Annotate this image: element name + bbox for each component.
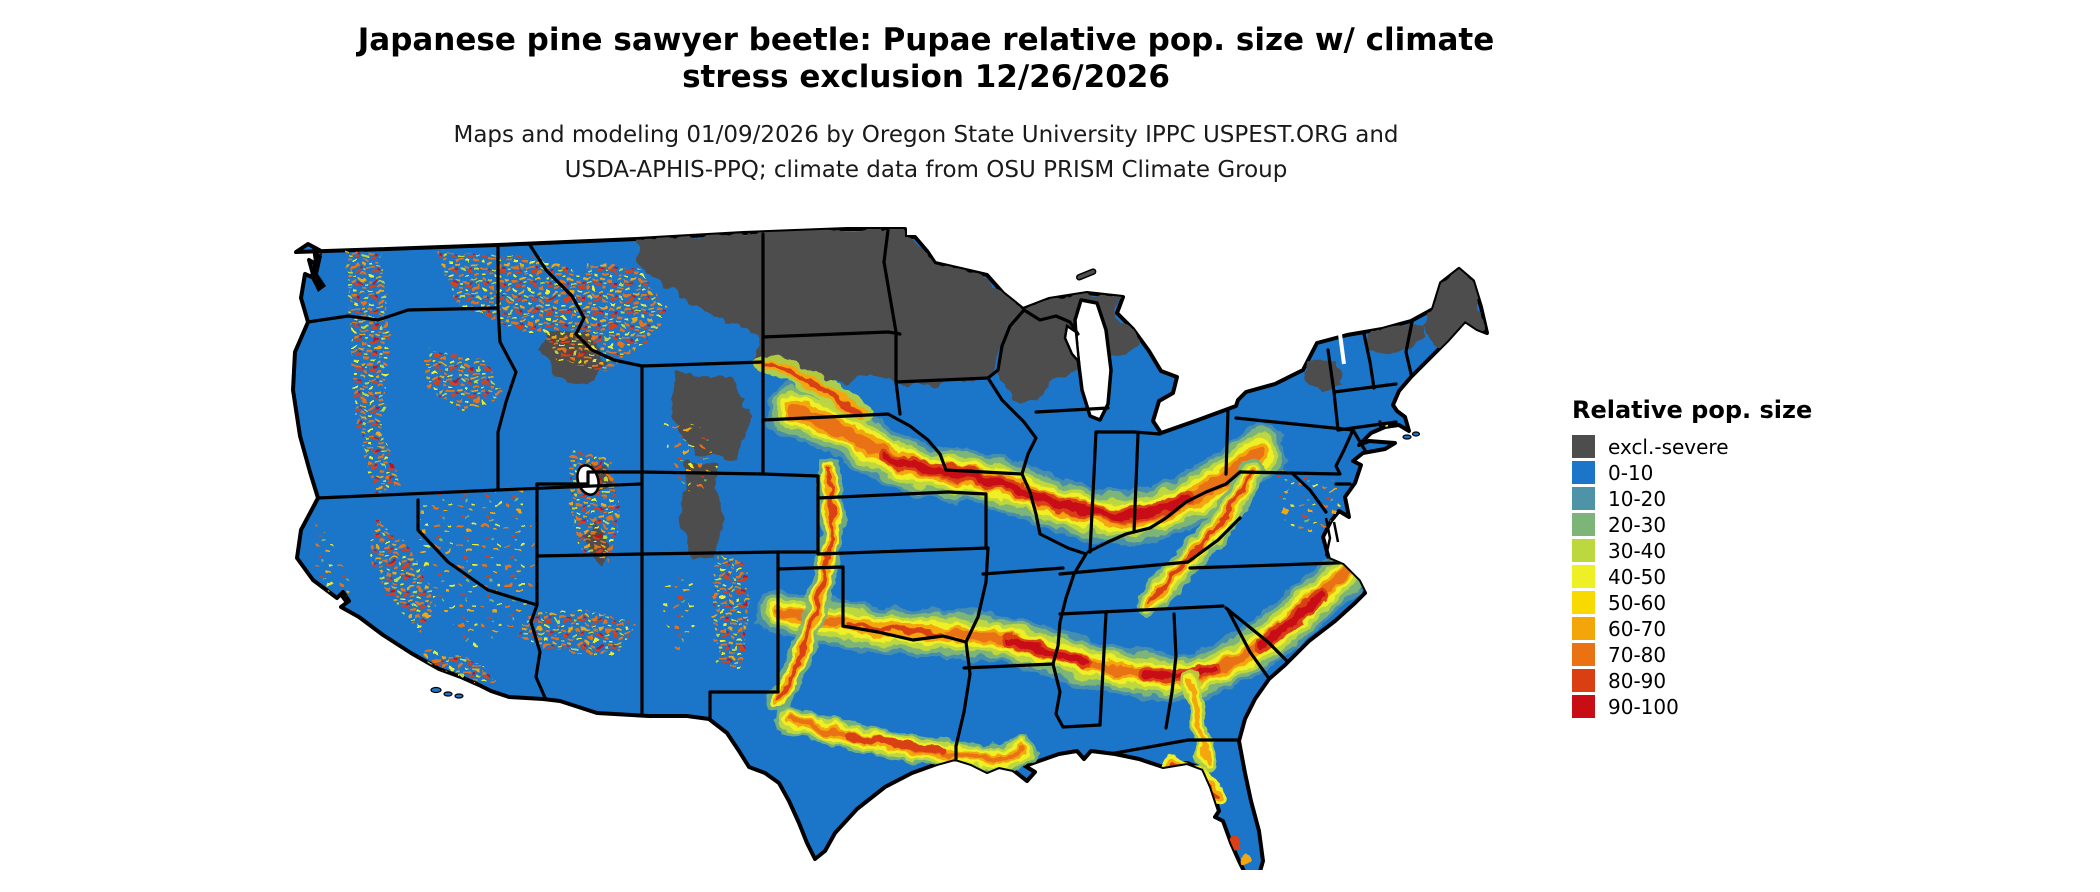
map-title: Japanese pine sawyer beetle: Pupae relat… [0, 22, 1852, 96]
legend-rows: excl.-severe 0-10 10-20 20-30 30-40 40-5… [1572, 434, 1902, 719]
map-subtitle-line1: Maps and modeling 01/09/2026 by Oregon S… [453, 122, 1399, 148]
map-subtitle-line2: USDA-APHIS-PPQ; climate data from OSU PR… [564, 157, 1288, 183]
legend-label: 40-50 [1608, 564, 1667, 589]
legend: Relative pop. size excl.-severe 0-10 10-… [1572, 396, 1902, 719]
legend-swatch-10-20 [1572, 487, 1595, 510]
legend-row: 60-70 [1572, 616, 1902, 641]
legend-label: 70-80 [1608, 642, 1667, 667]
map-subtitle: Maps and modeling 01/09/2026 by Oregon S… [0, 118, 1852, 188]
excluded-region-layer [538, 229, 1485, 566]
legend-row: 70-80 [1572, 642, 1902, 667]
chesapeake-bay [1324, 517, 1340, 557]
puget-sound [310, 248, 326, 292]
isle-royale [1075, 268, 1097, 281]
legend-swatch-30-40 [1572, 539, 1595, 562]
us-outline [291, 227, 1489, 881]
legend-row: 80-90 [1572, 668, 1902, 693]
legend-swatch-90-100 [1572, 695, 1595, 718]
lake-champlain [1338, 333, 1346, 365]
state-borders [306, 229, 1414, 762]
legend-row: 90-100 [1572, 694, 1902, 719]
legend-label: 0-10 [1608, 460, 1654, 485]
legend-row: excl.-severe [1572, 434, 1902, 459]
legend-row: 40-50 [1572, 564, 1902, 589]
map-title-line1: Japanese pine sawyer beetle: Pupae relat… [357, 22, 1495, 58]
legend-row: 20-30 [1572, 512, 1902, 537]
us-map [288, 222, 1500, 888]
legend-label: 90-100 [1608, 694, 1679, 719]
legend-label: excl.-severe [1608, 434, 1729, 459]
legend-swatch-50-60 [1572, 591, 1595, 614]
legend-label: 10-20 [1608, 486, 1667, 511]
san-francisco-bay [338, 593, 348, 603]
legend-row: 10-20 [1572, 486, 1902, 511]
legend-label: 50-60 [1608, 590, 1667, 615]
map-title-line2: stress exclusion 12/26/2026 [682, 59, 1170, 95]
legend-label: 60-70 [1608, 616, 1667, 641]
mountain-pattern-layer [316, 250, 1394, 690]
legend-swatch-80-90 [1572, 669, 1595, 692]
legend-swatch-excl-severe [1572, 435, 1595, 458]
legend-row: 50-60 [1572, 590, 1902, 615]
legend-swatch-70-80 [1572, 643, 1595, 666]
legend-title: Relative pop. size [1572, 396, 1813, 424]
legend-swatch-0-10 [1572, 461, 1595, 484]
legend-swatch-60-70 [1572, 617, 1595, 640]
legend-label: 20-30 [1608, 512, 1667, 537]
legend-label: 80-90 [1608, 668, 1667, 693]
legend-row: 0-10 [1572, 460, 1902, 485]
legend-swatch-40-50 [1572, 565, 1595, 588]
legend-row: 30-40 [1572, 538, 1902, 563]
legend-label: 30-40 [1608, 538, 1667, 563]
legend-swatch-20-30 [1572, 513, 1595, 536]
